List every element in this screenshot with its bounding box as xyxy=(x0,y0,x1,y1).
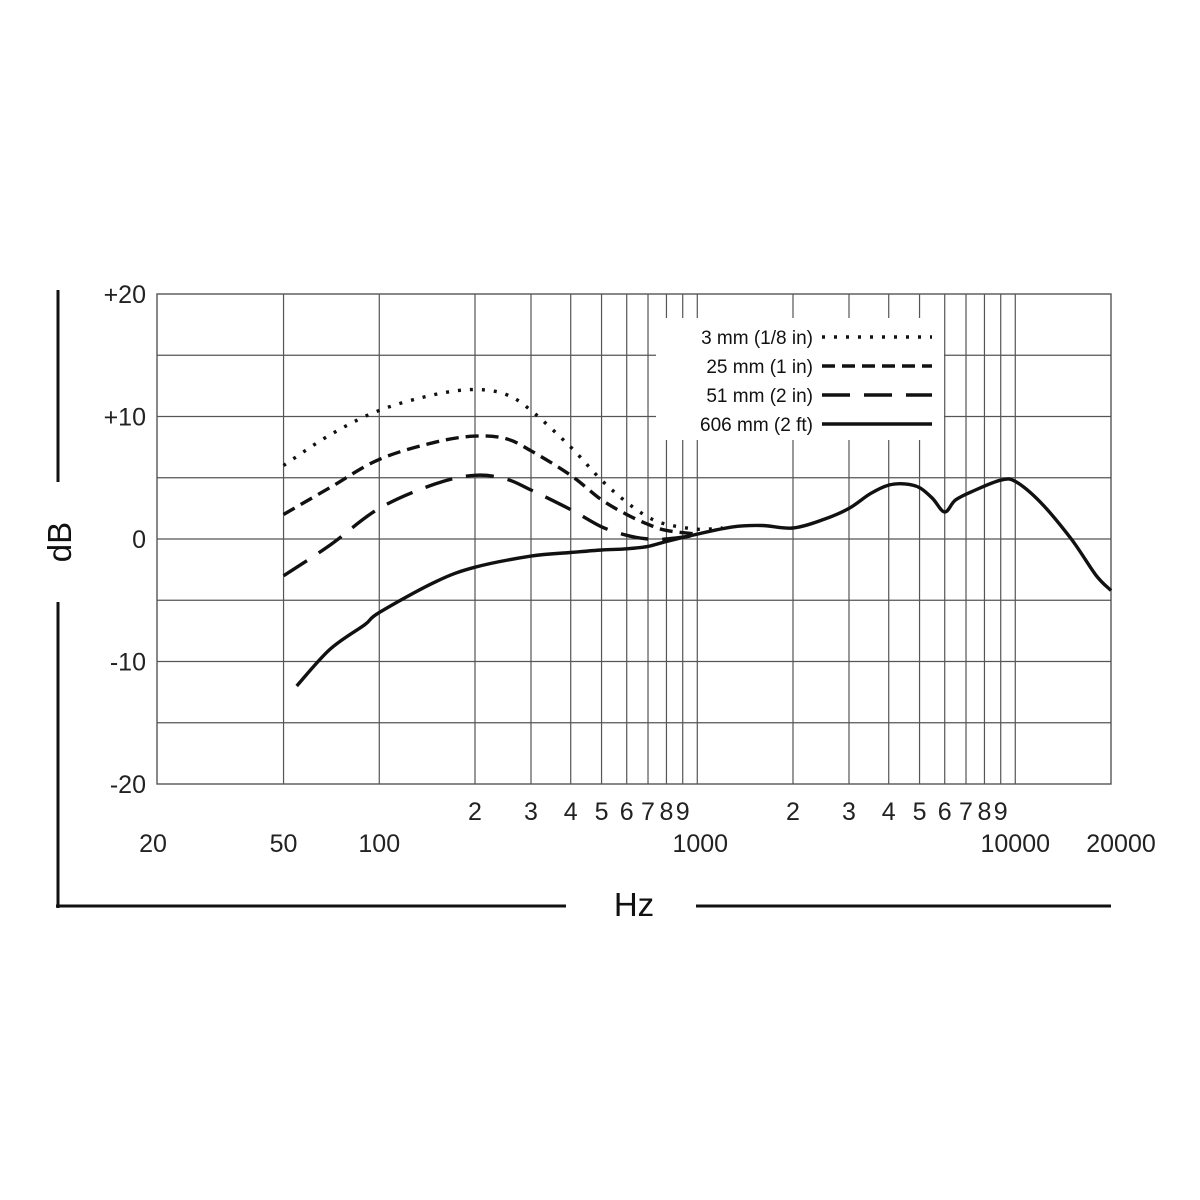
x-minor-tick-label: 7 xyxy=(959,798,973,826)
x-minor-tick-label: 5 xyxy=(913,798,927,826)
x-minor-tick-label: 4 xyxy=(882,798,896,826)
x-minor-tick-label: 2 xyxy=(786,798,800,826)
legend-label: 3 mm (1/8 in) xyxy=(701,328,813,349)
plot-grid xyxy=(157,294,1111,784)
plot-frame xyxy=(156,293,1112,785)
x-minor-tick-label: 5 xyxy=(595,798,609,826)
legend-label: 51 mm (2 in) xyxy=(706,386,813,407)
legend-label: 606 mm (2 ft) xyxy=(700,415,813,436)
x-major-tick-label: 20000 xyxy=(1086,830,1156,858)
x-minor-tick-label: 3 xyxy=(524,798,538,826)
x-major-tick-label: 1000 xyxy=(672,830,728,858)
y-tick-label: -10 xyxy=(110,649,146,677)
legend: 3 mm (1/8 in) 25 mm (1 in) 51 mm (2 in) 606… xyxy=(656,318,944,440)
x-major-tick-label: 10000 xyxy=(981,830,1051,858)
x-major-tick-label: 20 xyxy=(139,830,167,858)
series-line xyxy=(282,473,698,578)
legend-label: 25 mm (1 in) xyxy=(706,357,813,378)
series-line xyxy=(295,477,1113,688)
x-minor-tick-label: 3 xyxy=(842,798,856,826)
y-tick-label: +10 xyxy=(104,404,146,432)
y-tick-label: 0 xyxy=(132,526,146,554)
x-minor-tick-label: 9 xyxy=(676,798,690,826)
x-minor-tick-label: 2 xyxy=(468,798,482,826)
x-minor-tick-label: 8 xyxy=(978,798,992,826)
x-major-tick-label: 100 xyxy=(358,830,400,858)
y-tick-label: -20 xyxy=(110,771,146,799)
x-minor-tick-label: 4 xyxy=(564,798,578,826)
y-tick-label: +20 xyxy=(104,281,146,309)
x-minor-tick-label: 6 xyxy=(938,798,952,826)
x-minor-tick-label: 9 xyxy=(994,798,1008,826)
x-minor-tick-label: 7 xyxy=(641,798,655,826)
x-minor-tick-label: 8 xyxy=(660,798,674,826)
x-minor-tick-label: 6 xyxy=(620,798,634,826)
x-major-tick-label: 50 xyxy=(270,830,298,858)
series-line xyxy=(282,434,698,536)
x-axis-title: Hz xyxy=(614,886,654,923)
y-axis-title: dB xyxy=(41,522,78,562)
y-tick-labels: +20 +10 0 -10 -20 xyxy=(104,281,146,799)
series-layer xyxy=(282,387,1113,688)
